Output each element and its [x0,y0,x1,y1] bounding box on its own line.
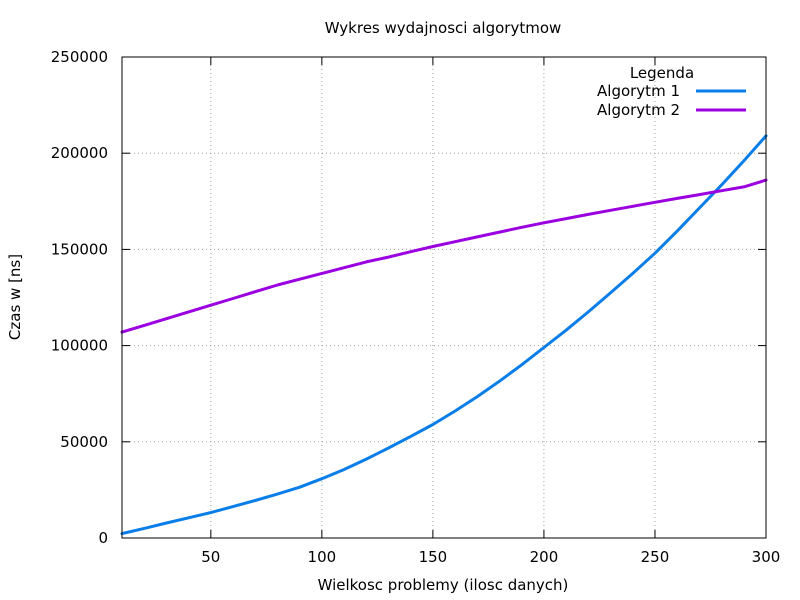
plot-frame [121,56,767,539]
chart-title: Wykres wydajnosci algorytmow [325,19,562,37]
y-tick-label: 0 [98,529,108,547]
x-axis-label: Wielkosc problemy (ilosc danych) [318,576,569,594]
grid-lines [122,57,766,538]
x-tick-label: 50 [201,548,220,566]
x-tick-label: 250 [641,548,670,566]
x-tick-label: 200 [530,548,559,566]
y-tick-label: 250000 [51,48,108,66]
y-tick-label: 50000 [60,433,108,451]
x-tick-label: 150 [419,548,448,566]
legend-label-algorytm-2: Algorytm 2 [597,101,680,119]
y-tick-label: 200000 [51,144,108,162]
y-tick-label: 100000 [51,337,108,355]
series-lines [120,134,768,536]
y-tick-label: 150000 [51,240,108,258]
x-tick-label: 100 [308,548,337,566]
series-line-algorytm-2 [120,178,768,334]
legend: Legenda Algorytm 1 Algorytm 2 [597,64,746,119]
x-tick-label: 300 [752,548,781,566]
legend-title: Legenda [630,64,694,82]
series-line-algorytm-1 [120,134,768,536]
y-axis-label: Czas w [ns] [6,254,24,340]
axis-ticks: 50 100 150 200 250 300 0 50000 100000 150000 20000… [51,48,781,566]
legend-label-algorytm-1: Algorytm 1 [597,82,680,100]
